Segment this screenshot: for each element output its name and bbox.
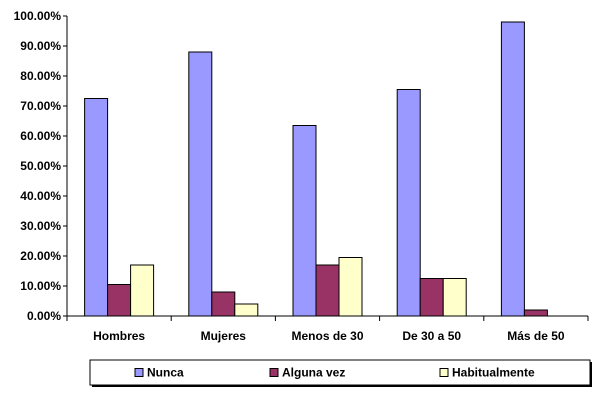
y-tick-label: 20.00% [20, 249, 61, 263]
x-tick-label: Hombres [93, 329, 145, 343]
y-tick-label: 10.00% [20, 279, 61, 293]
legend-label: Habitualmente [452, 366, 535, 380]
bar-nunca [292, 125, 317, 317]
bar-alguna-vez [315, 264, 340, 317]
legend-box [89, 359, 591, 386]
x-tick-label: De 30 a 50 [402, 329, 461, 343]
x-tick-label: Menos de 30 [291, 329, 363, 343]
bar-nunca [188, 51, 213, 317]
x-tick-label: Más de 50 [507, 329, 565, 343]
y-tick-label: 30.00% [20, 219, 61, 233]
x-tick-label: Mujeres [201, 329, 247, 343]
bar-nunca [500, 21, 525, 317]
bar-habitualmente [442, 278, 467, 317]
y-tick-label: 80.00% [20, 69, 61, 83]
legend: Nunca Alguna vez Habitualmente [89, 359, 592, 387]
legend-swatch [134, 368, 144, 377]
y-tick-label: 40.00% [20, 189, 61, 203]
bar-alguna-vez [523, 309, 548, 317]
bars [84, 21, 548, 317]
y-tick-label: 100.00% [14, 9, 62, 23]
legend-swatch [439, 368, 449, 377]
bar-nunca [396, 89, 421, 317]
bar-habitualmente [338, 257, 363, 317]
y-tick-label: 0.00% [27, 309, 61, 323]
y-tick-label: 70.00% [20, 99, 61, 113]
tick-labels: 0.00% 10.00% 20.00% 30.00% 40.00% 50.00% 60.00… [14, 9, 565, 343]
bar-nunca [84, 98, 109, 317]
bar-habitualmente [234, 303, 259, 317]
bar-alguna-vez [419, 278, 444, 317]
y-tick-label: 50.00% [20, 159, 61, 173]
legend-label: Alguna vez [282, 366, 345, 380]
bar-alguna-vez [211, 291, 236, 317]
y-tick-label: 60.00% [20, 129, 61, 143]
bar-alguna-vez [107, 284, 132, 317]
legend-label: Nunca [147, 366, 184, 380]
y-tick-label: 90.00% [20, 39, 61, 53]
legend-swatch [269, 368, 279, 377]
bar-habitualmente [130, 264, 155, 317]
